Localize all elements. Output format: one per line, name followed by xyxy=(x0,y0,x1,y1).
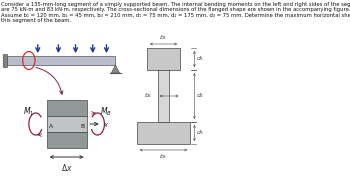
Polygon shape xyxy=(111,65,120,73)
Text: $b_3$: $b_3$ xyxy=(159,152,168,161)
Bar xyxy=(7,56,116,65)
Text: x: x xyxy=(103,122,107,128)
Bar xyxy=(158,70,169,122)
Text: $b_2$: $b_2$ xyxy=(144,92,153,100)
Text: A: A xyxy=(49,124,53,129)
Bar xyxy=(47,116,86,132)
Text: are 75 kN·m and 83 kN·m, respectively. The cross-sectional dimensions of the fla: are 75 kN·m and 83 kN·m, respectively. T… xyxy=(1,7,350,12)
Text: B: B xyxy=(80,124,85,129)
Text: $d_1$: $d_1$ xyxy=(196,54,205,63)
Text: $\Delta x$: $\Delta x$ xyxy=(61,162,72,173)
Text: Assume b₁ = 120 mm, b₂ = 45 mm, b₃ = 210 mm, d₁ = 75 mm, d₂ = 175 mm, d₃ = 75 mm: Assume b₁ = 120 mm, b₂ = 45 mm, b₃ = 210… xyxy=(1,12,350,17)
Text: $d_3$: $d_3$ xyxy=(196,129,205,137)
Text: $M_B$: $M_B$ xyxy=(100,106,112,118)
Text: $b_1$: $b_1$ xyxy=(159,33,168,42)
Text: Consider a 135-mm-long segment of a simply supported beam. The internal bending : Consider a 135-mm-long segment of a simp… xyxy=(1,2,350,7)
Bar xyxy=(47,100,86,116)
Bar xyxy=(147,48,180,70)
Bar xyxy=(3,54,7,67)
Bar xyxy=(47,132,86,148)
Text: this segment of the beam.: this segment of the beam. xyxy=(1,18,71,23)
Text: $d_2$: $d_2$ xyxy=(196,92,205,100)
Bar xyxy=(137,122,190,144)
Text: $M_1$: $M_1$ xyxy=(23,106,35,118)
